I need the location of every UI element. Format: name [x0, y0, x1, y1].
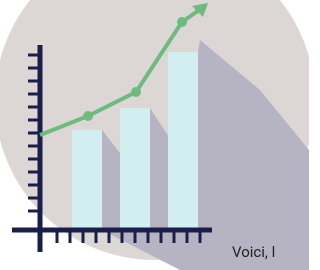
page: Voici, l — [0, 0, 309, 270]
bar — [168, 52, 198, 230]
illustration — [0, 0, 309, 270]
bar — [120, 108, 150, 230]
caption: Voici, l — [232, 243, 275, 261]
bar — [72, 130, 102, 230]
